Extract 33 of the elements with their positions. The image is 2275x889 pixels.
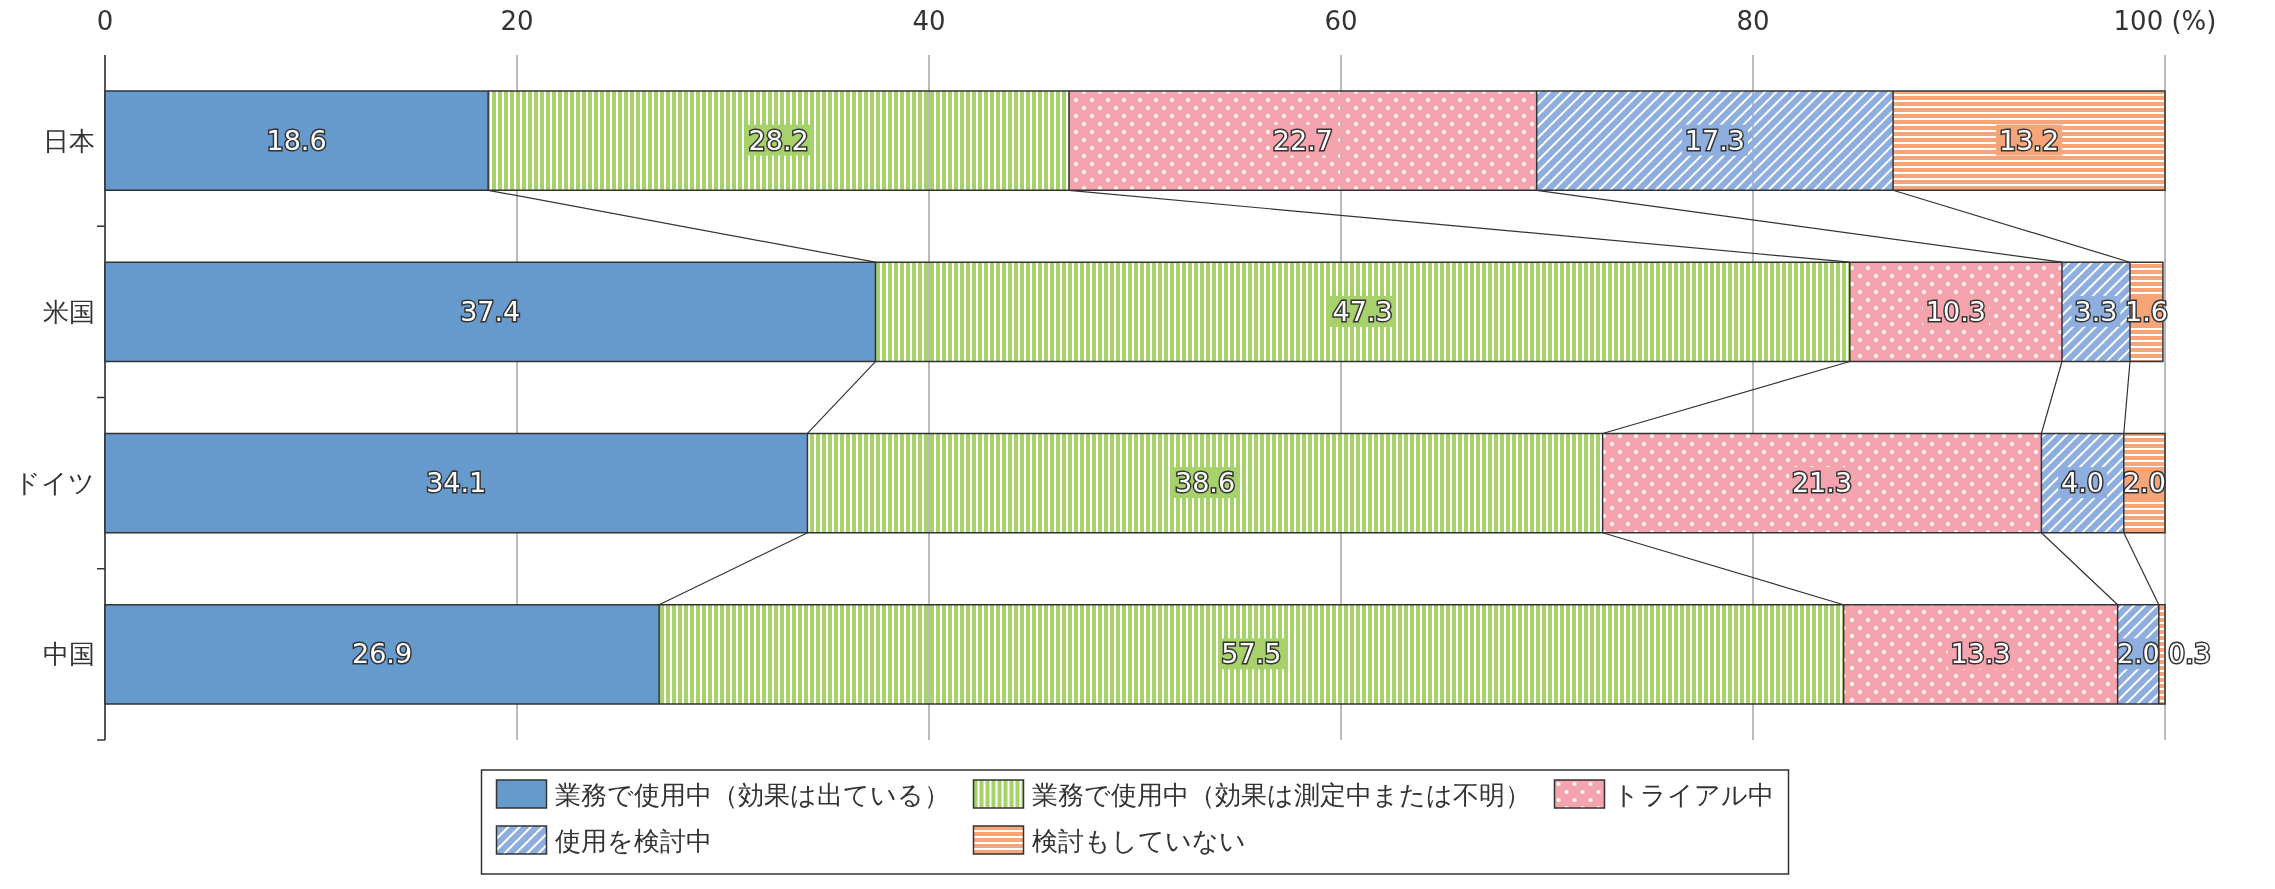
data-label: 3.3 (2074, 295, 2118, 327)
legend-label: 業務で使用中（効果は測定中または不明） (1031, 780, 1531, 810)
data-label: 22.7 (1272, 124, 1333, 156)
data-label: 37.4 (460, 295, 521, 327)
y-tick-label: 米国 (43, 296, 95, 327)
data-label: 4.0 (2061, 467, 2105, 499)
legend-label: 使用を検討中 (554, 826, 712, 856)
data-label: 38.6 (1174, 467, 1236, 499)
data-label: 47.3 (1332, 295, 1393, 327)
legend-label: 業務で使用中（効果は出ている） (554, 780, 950, 810)
x-tick-label: 40 (912, 6, 946, 36)
data-label: 28.2 (748, 124, 809, 156)
data-label: 13.3 (1950, 638, 2011, 670)
x-tick-label: 20 (500, 6, 534, 36)
data-label: 34.1 (426, 467, 487, 499)
y-tick-label: 中国 (43, 639, 95, 670)
data-label: 0.3 (2168, 638, 2211, 670)
data-label: 21.3 (1791, 467, 1853, 499)
data-label: 26.9 (352, 638, 413, 670)
x-tick-label: 80 (1736, 6, 1770, 36)
data-label: 57.5 (1221, 638, 1282, 670)
data-label: 10.3 (1925, 295, 1986, 327)
x-tick-label: 100 (%) (2113, 6, 2217, 36)
data-label: 18.6 (266, 124, 327, 156)
data-label: 17.3 (1684, 124, 1745, 156)
legend-label: 検討もしていない (1031, 826, 1246, 856)
legend-label: トライアル中 (1612, 780, 1774, 810)
y-tick-label: ドイツ (14, 468, 95, 499)
x-tick-label: 60 (1324, 6, 1358, 36)
y-tick-label: 日本 (43, 125, 95, 156)
data-label: 13.2 (1998, 124, 2060, 156)
data-label: 2.0 (2122, 467, 2166, 499)
x-tick-label: 0 (96, 6, 114, 36)
